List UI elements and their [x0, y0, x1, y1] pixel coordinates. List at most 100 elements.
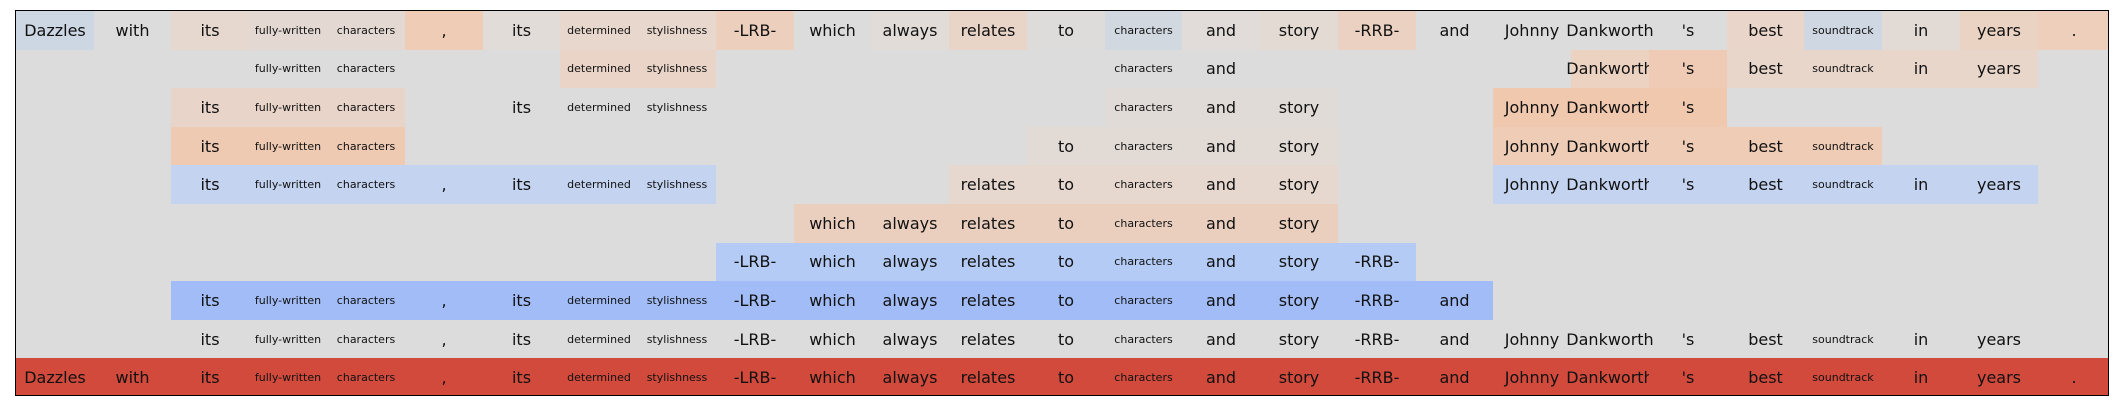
token-cell: -RRB- [1338, 281, 1416, 320]
token-cell: soundtrack [1804, 11, 1882, 50]
token-cell: in [1882, 165, 1960, 204]
token-cell: story [1260, 126, 1338, 166]
token-cell: fully-written [249, 165, 327, 204]
token-cell: in [1882, 358, 1960, 395]
token-cell: , [441, 329, 447, 349]
token-cell: stylishness [638, 49, 716, 89]
token-cell: to [1057, 329, 1075, 349]
token-cell: and [1182, 242, 1260, 282]
token-cell: and [1205, 329, 1237, 349]
token-cell: best [1727, 49, 1804, 89]
token-cell: stylishness [638, 11, 716, 50]
token-cell: years [1960, 358, 2038, 395]
token-cell: and [1182, 165, 1260, 204]
token-cell: -LRB- [716, 281, 794, 320]
token-cell: best [1727, 126, 1804, 166]
token-cell: determined [560, 165, 638, 204]
token-cell: 's [1649, 88, 1727, 127]
token-cell: stylishness [638, 358, 716, 395]
token-cell: characters [1105, 242, 1182, 282]
token-cell: Dankworth [1566, 49, 1654, 89]
token-cell: to [1027, 11, 1105, 50]
token-cell: relates [949, 358, 1027, 395]
token-cell: characters [1114, 332, 1173, 346]
token-cell: Dankworth [1566, 358, 1654, 395]
token-cell: relates [960, 329, 1016, 349]
token-cell: Johnny [1493, 88, 1571, 127]
token-cell: , [405, 11, 483, 50]
token-cell: story [1260, 11, 1338, 50]
token-cell: always [871, 358, 949, 395]
token-cell: characters [1105, 165, 1182, 204]
token-cell: , [405, 165, 483, 204]
token-cell: and [1182, 358, 1260, 395]
token-cell: its [511, 97, 532, 117]
token-cell: story [1278, 329, 1320, 349]
token-cell: and [1182, 204, 1260, 243]
token-cell: Johnny [1504, 20, 1560, 40]
token-cell: always [871, 11, 949, 50]
token-cell: determined [567, 332, 631, 346]
token-cell: -RRB- [1338, 11, 1416, 50]
token-cell: characters [327, 165, 405, 204]
token-cell: -RRB- [1354, 329, 1400, 349]
token-cell: and [1416, 281, 1493, 320]
token-cell: and [1439, 329, 1470, 349]
token-cell: characters [327, 281, 405, 320]
token-cell: its [483, 11, 560, 50]
token-cell: . [2038, 358, 2108, 395]
token-cell: soundtrack [1812, 332, 1874, 346]
token-cell: to [1027, 281, 1105, 320]
token-cell: fully-written [254, 62, 322, 76]
token-cell: story [1260, 281, 1338, 320]
token-cell: always [871, 204, 949, 243]
token-cell: characters [336, 62, 396, 76]
token-cell: fully-written [249, 11, 327, 50]
token-cell: its [483, 281, 560, 320]
token-cell: story [1260, 165, 1338, 204]
token-cell: fully-written [249, 126, 327, 166]
token-cell: Johnny [1493, 165, 1571, 204]
token-cell: Johnny [1493, 126, 1571, 166]
token-cell: characters [1105, 358, 1182, 395]
token-cell: characters [336, 332, 396, 346]
token-cell: characters [327, 11, 405, 50]
token-cell: to [1027, 165, 1105, 204]
token-cell: and [1182, 88, 1260, 127]
token-cell: always [871, 242, 949, 282]
token-cell: fully-written [249, 88, 327, 127]
token-cell: best [1727, 11, 1804, 50]
token-cell: . [2038, 11, 2108, 50]
token-cell: determined [560, 11, 638, 50]
token-cell: characters [1105, 11, 1182, 50]
token-cell: its [171, 126, 249, 166]
token-cell: to [1027, 242, 1105, 282]
token-cell: Dankworth [1566, 329, 1654, 349]
token-cell: characters [327, 126, 405, 166]
token-cell: relates [949, 204, 1027, 243]
token-cell: its [483, 358, 560, 395]
token-cell: -RRB- [1338, 242, 1416, 282]
token-cell: characters [1105, 281, 1182, 320]
token-cell: soundtrack [1804, 165, 1882, 204]
token-cell: , [405, 281, 483, 320]
token-cell: and [1182, 11, 1260, 50]
token-cell: story [1260, 358, 1338, 395]
token-cell: 's [1681, 329, 1695, 349]
token-cell: fully-written [249, 281, 327, 320]
token-cell: 's [1649, 49, 1727, 89]
token-cell: Johnny [1504, 329, 1560, 349]
token-cell: and [1182, 281, 1260, 320]
token-cell: determined [560, 358, 638, 395]
token-cell: characters [1105, 204, 1182, 243]
token-cell: determined [560, 49, 638, 89]
token-cell: best [1727, 358, 1804, 395]
token-cell: and [1416, 358, 1493, 395]
token-cell: always [882, 329, 938, 349]
token-cell: relates [949, 11, 1027, 50]
token-cell: which [794, 358, 871, 395]
token-cell: its [171, 165, 249, 204]
token-cell: its [171, 358, 249, 395]
token-cell: Dankworth [1566, 165, 1654, 204]
token-cell: with [115, 20, 150, 40]
